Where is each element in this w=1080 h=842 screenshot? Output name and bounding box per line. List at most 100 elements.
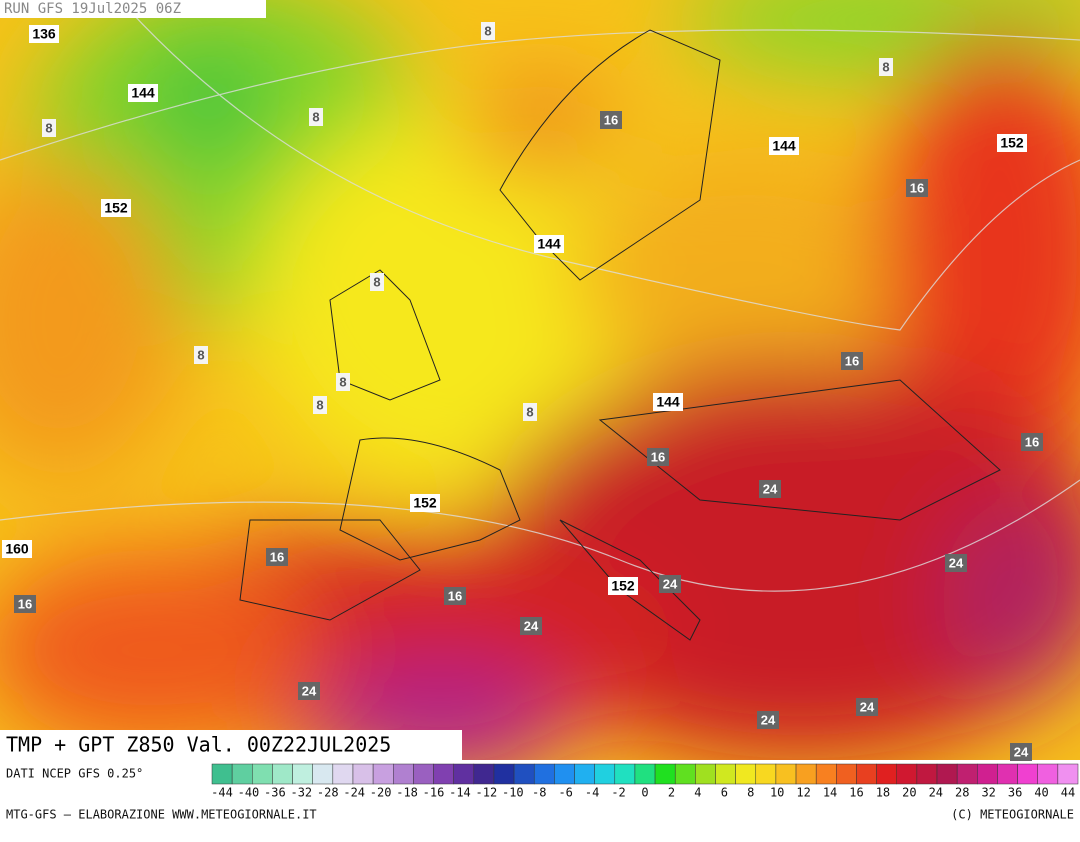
label-box xyxy=(757,711,779,729)
map-label: 24 xyxy=(659,575,681,593)
label-text: 16 xyxy=(18,596,32,611)
colorbar-swatch xyxy=(533,763,555,785)
colorbar-swatch xyxy=(654,763,676,785)
map-field xyxy=(0,0,1080,760)
colorbar-swatch xyxy=(312,763,334,785)
map-labels: 136 144 8 8 8 8 152 16 144 152 16 144 8 8 8 8 8 16 144 16 16… xyxy=(2,22,1043,761)
label-text: 8 xyxy=(197,347,204,362)
colorbar-label: 18 xyxy=(876,786,890,800)
label-box xyxy=(42,119,56,137)
colorbar-swatch xyxy=(211,763,233,785)
colorbar-swatch xyxy=(674,763,696,785)
label-box xyxy=(128,84,158,102)
colorbar-swatch xyxy=(634,763,656,785)
label-box xyxy=(101,199,131,217)
colorbar-swatch xyxy=(433,763,454,785)
label-text: 16 xyxy=(604,112,618,127)
map-label: 160 xyxy=(2,540,32,558)
colorbar-swatch xyxy=(896,763,918,785)
colorbar-label: 4 xyxy=(694,786,701,800)
colorbar-label: 6 xyxy=(721,786,728,800)
label-text: 144 xyxy=(537,236,561,252)
label-box xyxy=(266,548,288,566)
colorbar-label: 36 xyxy=(1008,786,1022,800)
colorbar-swatch xyxy=(554,763,575,785)
colorbar-swatch xyxy=(231,763,253,785)
colorbar-label: 14 xyxy=(823,786,837,800)
colorbar-swatch xyxy=(272,763,293,785)
label-text: 144 xyxy=(131,85,155,101)
colorbar-label: 0 xyxy=(641,786,648,800)
label-text: 8 xyxy=(316,397,323,412)
label-text: 24 xyxy=(949,555,964,570)
colorbar-label: 28 xyxy=(955,786,969,800)
colorbar-label: -18 xyxy=(396,786,418,800)
label-box xyxy=(481,22,495,40)
map-label: 16 xyxy=(266,548,288,566)
label-text: 24 xyxy=(663,576,678,591)
label-text: 24 xyxy=(524,618,539,633)
colorbar-label: 16 xyxy=(849,786,863,800)
footer-right: (C) METEOGIORNALE xyxy=(951,808,1074,822)
colorbar-swatch xyxy=(413,763,434,785)
colorbar-swatch xyxy=(815,763,837,785)
map-label: 24 xyxy=(759,480,781,498)
map-label: 152 xyxy=(997,134,1027,152)
colorbar-label: 24 xyxy=(929,786,943,800)
colorbar-label: 10 xyxy=(770,786,784,800)
map-label: 16 xyxy=(14,595,36,613)
colorbar-label: 32 xyxy=(981,786,995,800)
map-label: 8 xyxy=(194,346,208,364)
colorbar-label: -40 xyxy=(238,786,260,800)
colorbar-swatch xyxy=(715,763,736,785)
label-box xyxy=(856,698,878,716)
colorbar-swatch xyxy=(513,763,535,785)
label-text: 8 xyxy=(339,374,346,389)
colorbar-label: 12 xyxy=(796,786,810,800)
map-label: 144 xyxy=(128,84,158,102)
map-label: 8 xyxy=(336,373,350,391)
colorbar-label: 44 xyxy=(1061,786,1075,800)
colorbar-label: -14 xyxy=(449,786,471,800)
map-label: 16 xyxy=(841,352,863,370)
map-label: 24 xyxy=(856,698,878,716)
map-label: 16 xyxy=(647,448,669,466)
colorbar-swatch xyxy=(856,763,877,785)
colorbar-swatch xyxy=(997,763,1018,785)
label-text: 24 xyxy=(763,481,778,496)
colorbar-swatch xyxy=(453,763,475,785)
source: DATI NCEP GFS 0.25° xyxy=(6,767,143,781)
colorbar-label: -16 xyxy=(423,786,445,800)
colorbar-swatch xyxy=(977,763,998,785)
label-text: 8 xyxy=(484,23,491,38)
colorbar-label: -24 xyxy=(343,786,365,800)
map-label: 152 xyxy=(101,199,131,217)
colorbar-label: -32 xyxy=(290,786,312,800)
colorbar-swatch xyxy=(735,763,757,785)
colorbar-swatch xyxy=(795,763,817,785)
map-title: TMP + GPT Z850 Val. 00Z22JUL2025 xyxy=(6,733,391,757)
label-box xyxy=(29,25,59,43)
colorbar-label: -36 xyxy=(264,786,286,800)
map-label: 8 xyxy=(879,58,893,76)
colorbar-swatch xyxy=(775,763,797,785)
colorbar-swatch xyxy=(393,763,414,785)
label-text: 144 xyxy=(656,394,680,410)
label-text: 8 xyxy=(373,274,380,289)
label-box xyxy=(841,352,863,370)
colorbar-label: -44 xyxy=(211,786,233,800)
map-label: 16 xyxy=(600,111,622,129)
colorbar-label: 20 xyxy=(902,786,916,800)
map-label: 16 xyxy=(906,179,928,197)
map-label: 8 xyxy=(309,108,323,126)
label-box xyxy=(298,682,320,700)
map-label: 152 xyxy=(608,577,638,595)
label-box xyxy=(370,273,384,291)
label-box xyxy=(608,577,638,595)
label-box xyxy=(997,134,1027,152)
map-label: 8 xyxy=(481,22,495,40)
colorbar-swatch xyxy=(332,763,354,785)
label-box xyxy=(1010,743,1032,761)
colorbar-label: -10 xyxy=(502,786,524,800)
